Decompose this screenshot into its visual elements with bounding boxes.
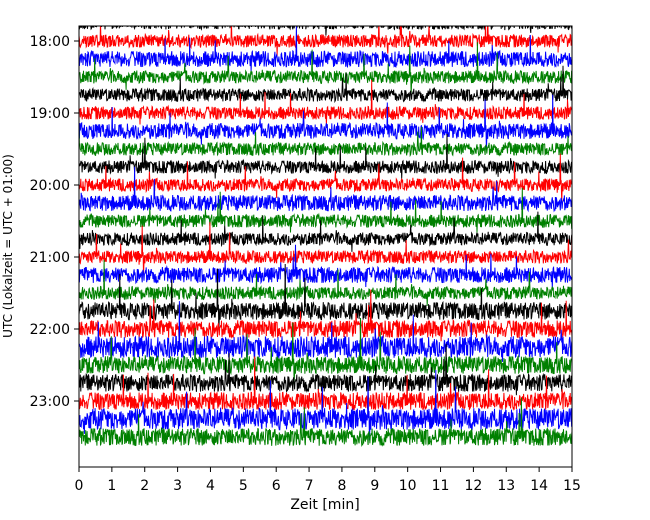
x-tick-label: 7	[305, 478, 314, 494]
trace-group	[79, 26, 572, 448]
x-tick-label: 8	[337, 478, 346, 494]
x-tick-label: 11	[432, 478, 450, 494]
trace-line	[79, 289, 572, 342]
trace-line	[79, 211, 572, 252]
trace-line	[79, 369, 572, 441]
trace-line	[79, 244, 572, 288]
y-tick-label: 20:00	[30, 178, 70, 194]
trace-line	[79, 26, 572, 72]
trace-line	[79, 356, 572, 415]
plot-frame	[78, 25, 573, 468]
y-axis: 18:00 19:00 20:00 21:00 22:00 23:00	[30, 34, 79, 410]
x-tick-label: 5	[239, 478, 248, 494]
x-tick-label: 14	[530, 478, 548, 494]
x-tick-label: 2	[140, 478, 149, 494]
trace-line	[79, 263, 572, 331]
trace-line	[79, 317, 572, 385]
trace-line	[79, 187, 572, 233]
y-tick-label: 19:00	[30, 106, 70, 122]
trace-line	[79, 26, 572, 36]
trace-line	[79, 166, 572, 213]
trace-line	[79, 343, 572, 396]
x-tick-label: 0	[75, 478, 84, 494]
y-tick-label: 18:00	[30, 34, 70, 50]
trace-line	[79, 222, 572, 275]
x-tick-label: 3	[173, 478, 182, 494]
x-tick-label: 4	[206, 478, 215, 494]
x-tick-label: 6	[272, 478, 281, 494]
trace-line	[79, 259, 572, 306]
x-tick-label: 13	[497, 478, 515, 494]
trace-line	[79, 133, 572, 179]
x-tick-label: 15	[563, 478, 581, 494]
y-tick-label: 22:00	[30, 322, 70, 338]
trace-line	[79, 79, 572, 125]
trace-line	[79, 65, 572, 104]
x-tick-label: 1	[107, 478, 116, 494]
trace-line	[79, 301, 572, 363]
x-axis: 0 1 2 3 4 5 6 7 8 9 10 11 12 13 14 15	[75, 467, 581, 494]
x-tick-label: 12	[464, 478, 482, 494]
trace-line	[79, 94, 572, 150]
trace-line	[79, 124, 572, 158]
y-axis-label: UTC (Lokalzeit = UTC + 01:00)	[1, 154, 15, 338]
trace-line	[79, 42, 572, 95]
trace-line	[79, 397, 572, 448]
x-tick-label: 10	[399, 478, 417, 494]
trace-line	[79, 26, 572, 56]
x-axis-label: Zeit [min]	[290, 497, 359, 513]
y-tick-label: 23:00	[30, 394, 70, 410]
y-tick-label: 21:00	[30, 250, 70, 266]
trace-line	[79, 153, 572, 203]
x-tick-label: 9	[370, 478, 379, 494]
